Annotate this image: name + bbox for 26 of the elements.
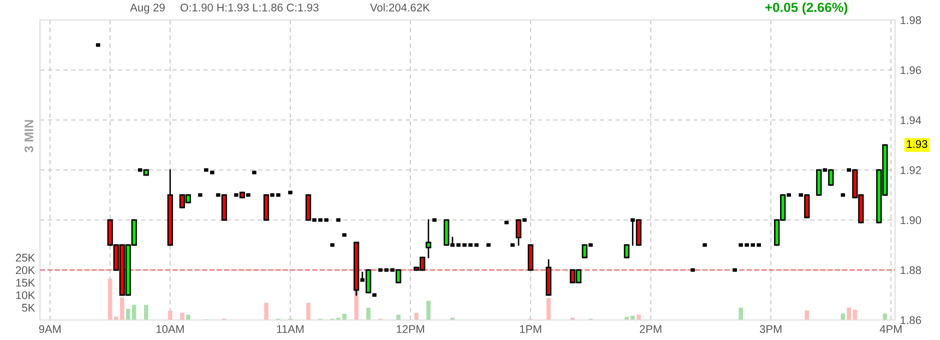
text: 1.93 bbox=[906, 140, 928, 148]
y-tick-label: 1.98 bbox=[900, 16, 922, 24]
text: Aug 29 bbox=[130, 4, 165, 14]
y2-tick-label: 10K bbox=[16, 291, 36, 300]
text: O:1.90 H:1.93 L:1.86 C:1.93 bbox=[180, 4, 318, 12]
x-tick-label: 9AM bbox=[39, 325, 61, 334]
y-tick-label: 1.88 bbox=[900, 266, 922, 274]
x-tick-label: 2PM bbox=[640, 325, 662, 333]
y2-tick-label: 20K bbox=[16, 266, 36, 274]
x-tick-label: 3PM bbox=[760, 325, 782, 334]
x-tick-label: 4PM bbox=[880, 325, 902, 333]
text: Vol:204.62K bbox=[370, 3, 430, 12]
y-tick-label: 1.86 bbox=[900, 316, 921, 324]
x-tick-label: 11AM bbox=[277, 325, 304, 333]
y-tick-label: 1.96 bbox=[900, 66, 921, 74]
y-tick-label: 1.90 bbox=[900, 216, 922, 224]
x-tick-label: 12PM bbox=[396, 325, 424, 333]
text: 3 MIN bbox=[24, 120, 34, 152]
text: +0.05 (2.66%) bbox=[765, 2, 848, 15]
y-tick-label: 1.92 bbox=[900, 166, 921, 174]
y2-tick-label: 25K bbox=[16, 254, 36, 262]
y2-tick-label: 5K bbox=[22, 304, 36, 312]
y2-tick-label: 15K bbox=[16, 278, 36, 287]
x-tick-label: 1PM bbox=[520, 325, 542, 333]
x-tick-label: 10AM bbox=[156, 325, 184, 334]
y-tick-label: 1.94 bbox=[900, 116, 922, 124]
